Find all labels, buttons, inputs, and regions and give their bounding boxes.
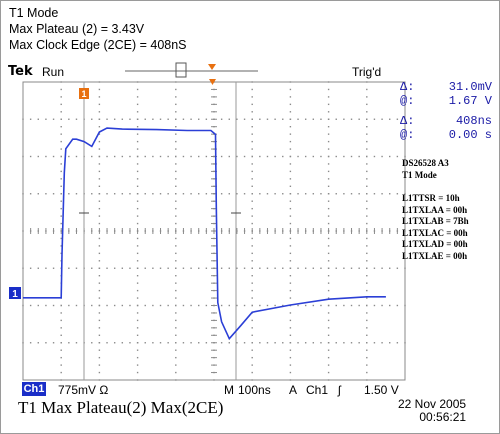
cursor-time-label: @:: [400, 128, 415, 142]
graticule-grid: [22, 81, 406, 381]
cursor-readout: Δ: 31.0mV @: 1.67 V Δ: 408ns @: 0.00 s: [400, 80, 498, 142]
figure-caption: T1 Max Plateau(2) Max(2CE): [18, 398, 224, 417]
svg-text:1: 1: [12, 289, 18, 300]
waveform-trace: [23, 127, 386, 341]
mode-label: T1 Mode: [402, 169, 437, 180]
trigger-level: 1.50 V: [364, 383, 399, 397]
header-title: T1 Mode: [9, 6, 59, 20]
cursor-voltage-label: @:: [400, 94, 415, 108]
trigger-position-icon: [208, 64, 216, 70]
cursor-time-value: 0.00 s: [448, 128, 492, 142]
register-line: L1TXLAA = 00h: [402, 204, 468, 215]
trigger-slope-icon: ʃ: [338, 383, 341, 397]
register-line: L1TXLAB = 7Bh: [402, 216, 469, 226]
device-label: DS26528 A3: [402, 158, 449, 168]
time: 00:56:21: [419, 410, 467, 424]
delta-voltage-label: Δ:: [400, 80, 415, 94]
volts-per-div: 775mV Ω: [58, 383, 109, 397]
register-line: L1TTSR = 10h: [402, 193, 460, 203]
header-plateau: Max Plateau (2) = 3.43V: [9, 22, 145, 36]
trigger-channel: Ch1: [306, 383, 329, 397]
svg-text:1: 1: [81, 89, 86, 99]
date: 22 Nov 2005: [398, 397, 467, 411]
register-info: DS26528 A3 T1 Mode L1TTSR = 10h L1TXLAA …: [402, 158, 498, 262]
delta-time-label: Δ:: [400, 114, 415, 128]
channel-1-badge: Ch1: [22, 382, 46, 396]
delta-voltage-value: 31.0mV: [448, 80, 492, 94]
cursor-marker-1: 1: [79, 88, 89, 99]
header-clock-edge: Max Clock Edge (2CE) = 408nS: [9, 38, 187, 52]
record-window: [175, 62, 187, 78]
trigger-status: Trig'd: [352, 65, 382, 79]
acquisition-state: Run: [42, 65, 65, 79]
time-per-div: 100ns: [238, 383, 271, 397]
register-line: L1TXLAE = 00h: [402, 250, 468, 261]
register-line: L1TXLAD = 00h: [402, 239, 468, 249]
delta-time-value: 408ns: [455, 114, 492, 128]
timestamp: 22 Nov 2005 00:56:21: [398, 398, 466, 424]
register-line: L1TXLAC = 00h: [402, 227, 468, 238]
cursor-voltage-value: 1.67 V: [448, 94, 492, 108]
brand-logo: Tek: [8, 64, 33, 79]
trigger-marker-icon: [209, 79, 216, 85]
trigger-prefix: A: [289, 383, 298, 397]
timebase-prefix: M: [224, 383, 234, 397]
channel-1-marker: 1: [9, 287, 21, 300]
